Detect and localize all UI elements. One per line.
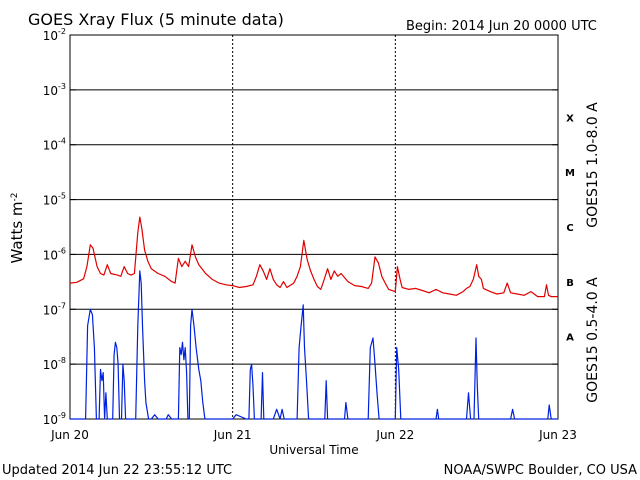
x-tick-label: Jun 22 xyxy=(375,428,414,442)
chart-footer: Updated 2014 Jun 22 23:55:12 UTC NOAA/SW… xyxy=(2,463,637,478)
y-axis-label-text: Watts m xyxy=(8,201,26,263)
begin-date: Begin: 2014 Jun 20 0000 UTC xyxy=(406,19,597,34)
credit-line: NOAA/SWPC Boulder, CO USA xyxy=(444,463,637,478)
flare-class-label: M xyxy=(565,168,575,179)
flare-class-label: B xyxy=(566,278,574,289)
x-axis-label: Universal Time xyxy=(269,443,358,457)
y-tick-label: 10-4 xyxy=(43,137,66,153)
flare-class-label: C xyxy=(566,223,573,234)
y-tick-label: 10-7 xyxy=(43,301,66,317)
series-line-1 xyxy=(70,270,558,420)
x-tick-label: Jun 21 xyxy=(213,428,252,442)
series-label-long: GOES15 1.0-8.0 A xyxy=(585,102,601,228)
y-tick-label: 10-8 xyxy=(43,356,66,372)
y-tick-label: 10-2 xyxy=(43,27,66,43)
updated-timestamp: Updated 2014 Jun 22 23:55:12 UTC xyxy=(2,463,232,478)
y-tick-label: 10-3 xyxy=(43,82,66,98)
series-label-short: GOES15 0.5-4.0 A xyxy=(585,277,601,403)
chart-title: GOES Xray Flux (5 minute data) xyxy=(28,10,284,29)
chart-header: GOES Xray Flux (5 minute data) Begin: 20… xyxy=(28,10,597,34)
plot-area xyxy=(69,34,559,420)
y-axis-label: Watts m-2 xyxy=(8,192,26,263)
svg-text:Watts m-2: Watts m-2 xyxy=(8,192,26,263)
y-tick-label: 10-5 xyxy=(43,192,66,208)
y-axis-ticks: 10-2 10-3 10-4 10-5 10-6 10-7 10-8 10-9 xyxy=(43,27,558,427)
x-axis-ticks: Jun 20 Jun 21 Jun 22 Jun 23 xyxy=(50,428,577,442)
flare-class-labels: X M C B A xyxy=(565,113,575,343)
grid-lines xyxy=(70,35,558,419)
flare-class-label: X xyxy=(566,113,574,124)
flare-class-label: A xyxy=(566,333,574,344)
series-line-0 xyxy=(69,216,558,298)
y-axis-label-sup: -2 xyxy=(10,192,20,201)
series-layer xyxy=(69,216,558,420)
x-tick-label: Jun 23 xyxy=(538,428,577,442)
x-tick-label: Jun 20 xyxy=(50,428,89,442)
y-tick-label: 10-6 xyxy=(43,246,66,262)
y-tick-label: 10-9 xyxy=(43,411,66,427)
